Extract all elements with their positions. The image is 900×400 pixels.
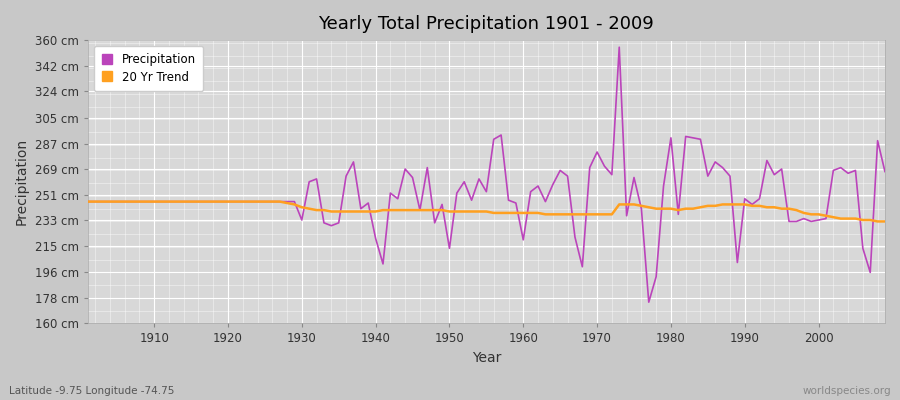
Title: Yearly Total Precipitation 1901 - 2009: Yearly Total Precipitation 1901 - 2009 [319,15,654,33]
20 Yr Trend [304,206,315,211]
Line: 20 Yr Trend: 20 Yr Trend [87,202,885,222]
20 Yr Trend [607,212,617,217]
Precipitation [304,179,315,184]
20 Yr Trend [510,210,521,215]
Precipitation [614,45,625,50]
Legend: Precipitation, 20 Yr Trend: Precipitation, 20 Yr Trend [94,46,203,91]
20 Yr Trend [879,219,890,224]
20 Yr Trend [141,199,152,204]
Precipitation [607,172,617,177]
Precipitation [644,300,654,304]
20 Yr Trend [348,209,359,214]
20 Yr Trend [518,210,528,215]
Precipitation [141,199,152,204]
Precipitation [510,201,521,206]
20 Yr Trend [872,219,883,224]
X-axis label: Year: Year [472,351,501,365]
Line: Precipitation: Precipitation [87,47,885,302]
Precipitation [879,170,890,174]
Precipitation [518,238,528,242]
20 Yr Trend [82,199,93,204]
Precipitation [348,160,359,164]
Precipitation [82,199,93,204]
Text: worldspecies.org: worldspecies.org [803,386,891,396]
Text: Latitude -9.75 Longitude -74.75: Latitude -9.75 Longitude -74.75 [9,386,175,396]
Y-axis label: Precipitation: Precipitation [15,138,29,225]
